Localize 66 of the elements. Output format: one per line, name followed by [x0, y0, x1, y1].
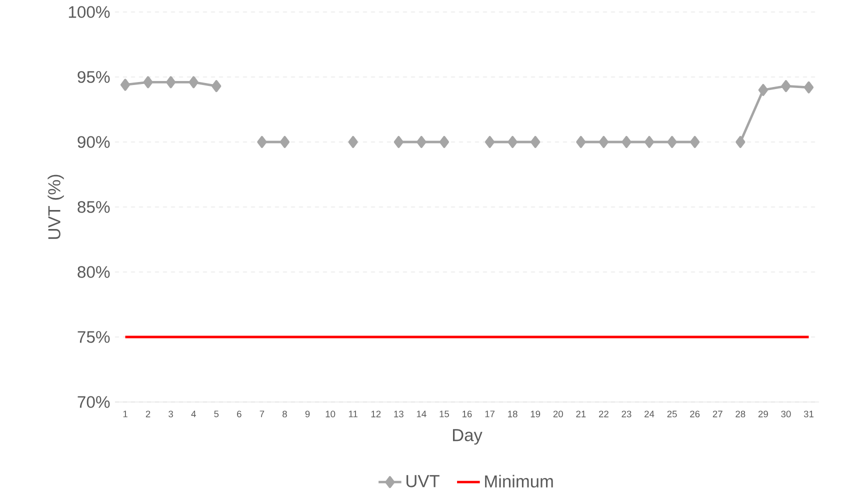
point — [530, 136, 540, 148]
x-tick-label: 29 — [758, 410, 768, 418]
point — [394, 136, 404, 148]
point — [644, 136, 654, 148]
legend-label: UVT — [406, 475, 440, 488]
x-tick-label: 15 — [440, 410, 450, 418]
x-tick-label: 31 — [804, 410, 814, 418]
point — [143, 76, 153, 88]
point — [508, 136, 518, 148]
point — [257, 136, 267, 148]
x-axis-title: Day — [453, 429, 482, 445]
x-tick-label: 4 — [191, 410, 196, 418]
x-tick-label: 11 — [348, 410, 358, 418]
x-tick-label: 24 — [644, 410, 654, 418]
x-tick-label: 13 — [394, 410, 404, 418]
x-tick-label: 14 — [416, 410, 426, 418]
x-tick-label: 8 — [282, 410, 287, 418]
legend-label: Minimum — [485, 474, 553, 488]
y-tick-label: 100% — [68, 6, 110, 18]
x-tick-label: 5 — [214, 410, 219, 418]
x-tick-label: 23 — [622, 410, 632, 418]
x-tick-label: 26 — [690, 410, 700, 418]
x-tick-label: 19 — [530, 410, 540, 418]
x-tick-label: 17 — [485, 410, 495, 418]
x-tick-label: 25 — [667, 410, 677, 418]
x-tick-label: 28 — [736, 410, 746, 418]
point — [736, 136, 746, 148]
x-tick-label: 27 — [712, 410, 722, 418]
y-axis-title: UVT (%) — [48, 174, 64, 239]
y-tick-label: 80% — [78, 266, 110, 278]
x-tick-label: 30 — [781, 410, 791, 418]
point — [804, 81, 814, 94]
point — [781, 80, 791, 92]
x-tick-label: 1 — [123, 410, 128, 418]
point — [576, 136, 586, 148]
y-tick-label: 90% — [78, 136, 110, 148]
point — [280, 136, 290, 148]
point — [120, 78, 130, 91]
point — [484, 136, 495, 148]
x-tick-label: 3 — [168, 410, 173, 418]
x-tick-label: 18 — [508, 410, 518, 418]
y-tick-label: 75% — [78, 331, 110, 343]
y-tick-label: 85% — [78, 201, 110, 213]
x-tick-label: 22 — [598, 410, 608, 418]
point — [348, 136, 358, 148]
x-tick-label: 9 — [305, 410, 310, 418]
point — [667, 136, 677, 148]
x-tick-label: 6 — [237, 410, 242, 418]
point — [758, 84, 768, 96]
x-tick-label: 16 — [462, 410, 472, 418]
point — [598, 136, 609, 148]
x-tick-label: 7 — [260, 410, 264, 418]
x-tick-label: 20 — [553, 410, 563, 418]
point — [166, 76, 176, 88]
x-tick-label: 10 — [326, 410, 336, 418]
point — [188, 76, 198, 88]
point — [416, 136, 426, 148]
point — [439, 136, 450, 148]
x-tick-label: 12 — [371, 410, 381, 418]
point — [212, 80, 222, 92]
y-tick-label: 95% — [78, 71, 110, 83]
point — [690, 136, 700, 148]
x-tick-label: 21 — [576, 410, 586, 418]
x-tick-label: 2 — [146, 410, 150, 418]
y-tick-label: 70% — [78, 396, 110, 408]
point — [622, 136, 632, 148]
